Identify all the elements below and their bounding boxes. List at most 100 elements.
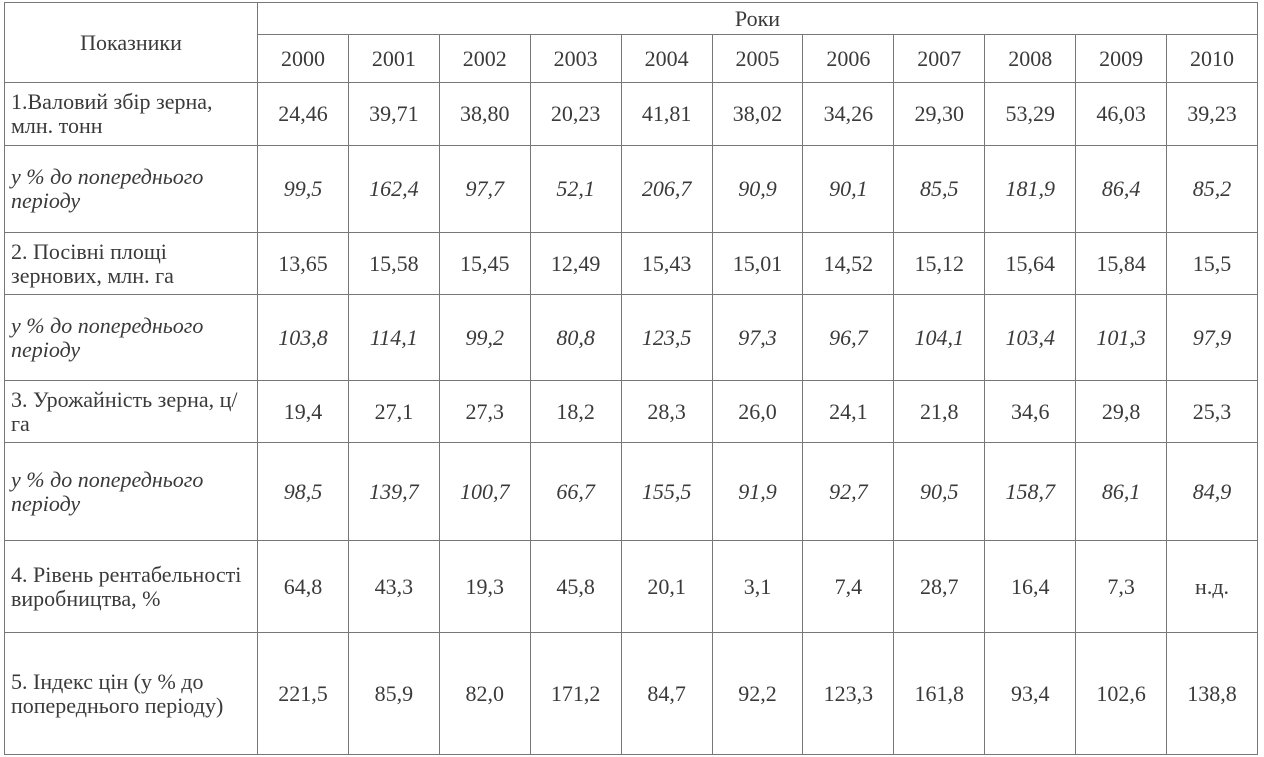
value-cell: 92,2 — [711, 632, 804, 755]
row-label: 1.Валовий збір зерна, млн. тонн — [4, 82, 258, 146]
value-cell: 24,46 — [257, 82, 349, 146]
value-cell: 46,03 — [1075, 82, 1168, 146]
table-row: 5. Індекс цін (у % до попереднього періо… — [4, 632, 1258, 755]
value-cell: 86,1 — [1075, 442, 1168, 541]
year-header: 2004 — [620, 34, 713, 83]
value-cell: 16,4 — [984, 540, 1077, 633]
years-title: Роки — [257, 2, 1258, 35]
table-row: у % до попереднього періоду 98,5 139,7 100,… — [4, 442, 1258, 541]
value-cell: 100,7 — [438, 442, 531, 541]
indicator-header: Показники — [4, 2, 258, 83]
value-cell: 99,5 — [257, 145, 349, 233]
value-cell: 85,5 — [893, 145, 986, 233]
value-cell: 15,58 — [347, 232, 440, 295]
value-cell: 155,5 — [620, 442, 713, 541]
year-header: 2008 — [984, 34, 1077, 83]
value-cell: 27,1 — [347, 380, 440, 443]
value-cell: 64,8 — [257, 540, 349, 633]
value-cell: 29,8 — [1075, 380, 1168, 443]
value-cell: 52,1 — [529, 145, 622, 233]
value-cell: 96,7 — [802, 294, 895, 381]
value-cell: н.д. — [1166, 540, 1258, 633]
value-cell: 66,7 — [529, 442, 622, 541]
value-cell: 15,45 — [438, 232, 531, 295]
value-cell: 97,9 — [1166, 294, 1258, 381]
value-cell: 181,9 — [984, 145, 1077, 233]
value-cell: 92,7 — [802, 442, 895, 541]
value-cell: 90,5 — [893, 442, 986, 541]
value-cell: 19,4 — [257, 380, 349, 443]
value-cell: 27,3 — [438, 380, 531, 443]
value-cell: 15,84 — [1075, 232, 1168, 295]
value-cell: 28,3 — [620, 380, 713, 443]
year-header: 2010 — [1166, 34, 1258, 83]
value-cell: 14,52 — [802, 232, 895, 295]
year-header: 2002 — [438, 34, 531, 83]
value-cell: 26,0 — [711, 380, 804, 443]
value-cell: 86,4 — [1075, 145, 1168, 233]
table-row: 4. Рівень рентабельності виробництва, % 6… — [4, 540, 1258, 633]
value-cell: 39,71 — [347, 82, 440, 146]
row-label: 4. Рівень рентабельності виробництва, % — [4, 540, 258, 633]
value-cell: 161,8 — [893, 632, 986, 755]
value-cell: 93,4 — [984, 632, 1077, 755]
value-cell: 123,5 — [620, 294, 713, 381]
value-cell: 41,81 — [620, 82, 713, 146]
row-label: 2. Посівні площі зернових, млн. га — [4, 232, 258, 295]
value-cell: 97,7 — [438, 145, 531, 233]
value-cell: 90,1 — [802, 145, 895, 233]
table-body: 1.Валовий збір зерна, млн. тонн 24,46 39,7… — [4, 82, 1258, 755]
value-cell: 85,2 — [1166, 145, 1258, 233]
year-header: 2007 — [893, 34, 986, 83]
year-header: 2005 — [711, 34, 804, 83]
value-cell: 15,64 — [984, 232, 1077, 295]
value-cell: 3,1 — [711, 540, 804, 633]
value-cell: 34,6 — [984, 380, 1077, 443]
value-cell: 206,7 — [620, 145, 713, 233]
value-cell: 15,43 — [620, 232, 713, 295]
value-cell: 24,1 — [802, 380, 895, 443]
value-cell: 162,4 — [347, 145, 440, 233]
value-cell: 38,02 — [711, 82, 804, 146]
value-cell: 7,3 — [1075, 540, 1168, 633]
value-cell: 90,9 — [711, 145, 804, 233]
year-header: 2009 — [1075, 34, 1168, 83]
value-cell: 139,7 — [347, 442, 440, 541]
row-label: у % до попереднього періоду — [4, 145, 258, 233]
value-cell: 25,3 — [1166, 380, 1258, 443]
value-cell: 98,5 — [257, 442, 349, 541]
value-cell: 15,12 — [893, 232, 986, 295]
value-cell: 158,7 — [984, 442, 1077, 541]
value-cell: 53,29 — [984, 82, 1077, 146]
value-cell: 103,8 — [257, 294, 349, 381]
value-cell: 21,8 — [893, 380, 986, 443]
value-cell: 84,9 — [1166, 442, 1258, 541]
value-cell: 39,23 — [1166, 82, 1258, 146]
value-cell: 123,3 — [802, 632, 895, 755]
value-cell: 104,1 — [893, 294, 986, 381]
value-cell: 7,4 — [802, 540, 895, 633]
value-cell: 171,2 — [529, 632, 622, 755]
year-header: 2006 — [802, 34, 895, 83]
value-cell: 38,80 — [438, 82, 531, 146]
value-cell: 80,8 — [529, 294, 622, 381]
year-header: 2003 — [529, 34, 622, 83]
value-cell: 101,3 — [1075, 294, 1168, 381]
value-cell: 28,7 — [893, 540, 986, 633]
table-row: 1.Валовий збір зерна, млн. тонн 24,46 39,7… — [4, 82, 1258, 146]
data-table: Показники Роки 2000 2001 2002 2003 2004 2005 2… — [4, 2, 1258, 755]
value-cell: 97,3 — [711, 294, 804, 381]
value-cell: 12,49 — [529, 232, 622, 295]
value-cell: 138,8 — [1166, 632, 1258, 755]
value-cell: 85,9 — [347, 632, 440, 755]
table-row: 3. Урожайність зерна, ц/га 19,4 27,1 27,3 18… — [4, 380, 1258, 443]
row-label: 3. Урожайність зерна, ц/га — [4, 380, 258, 443]
value-cell: 19,3 — [438, 540, 531, 633]
table-row: 2. Посівні площі зернових, млн. га 13,65 1… — [4, 232, 1258, 295]
value-cell: 18,2 — [529, 380, 622, 443]
row-label: у % до попереднього періоду — [4, 294, 258, 381]
row-label: у % до попереднього періоду — [4, 442, 258, 541]
value-cell: 221,5 — [257, 632, 349, 755]
value-cell: 84,7 — [620, 632, 713, 755]
